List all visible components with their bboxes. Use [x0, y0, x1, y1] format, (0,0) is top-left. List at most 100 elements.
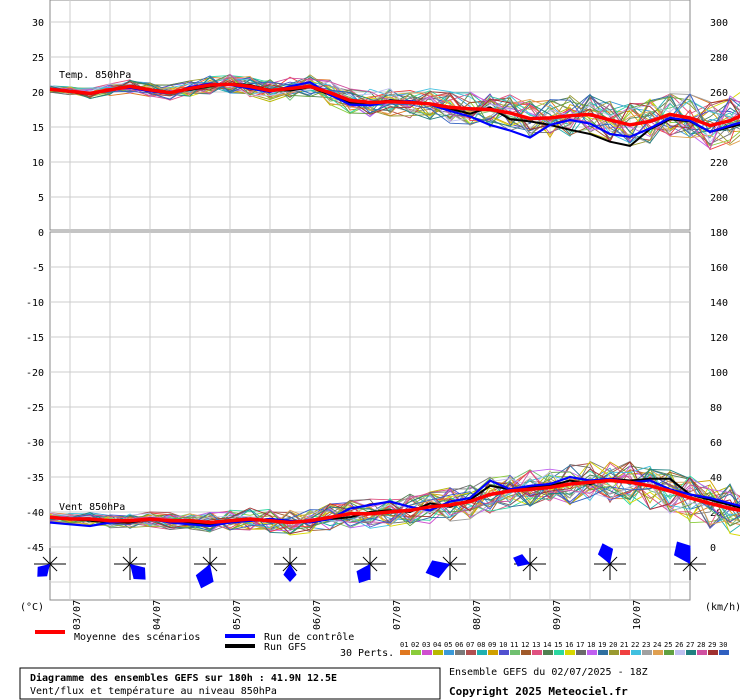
wind-perturbations [49, 460, 740, 536]
temp-mean-line [49, 82, 740, 128]
wind-rose-spoke [129, 556, 138, 565]
temperature-main-series [49, 81, 740, 147]
pert-color-swatch [477, 650, 487, 655]
legend-control-label: Run de contrôle [264, 631, 354, 643]
wind-rose-spoke [362, 556, 371, 565]
wind-rose-spoke [209, 563, 218, 572]
wind-rose-spoke [369, 556, 378, 565]
wind-rose [274, 548, 306, 582]
pert-color-swatch [642, 650, 652, 655]
left-tick-label: 15 [32, 123, 44, 134]
perturbation-legend: 01 02 03 04 05 06 07 08 09 10 11 12 13 14 15 16 17 18 19 20… [400, 641, 729, 655]
pert-color-swatch [422, 650, 432, 655]
pert-number: 29 [708, 641, 716, 649]
wind-rose [354, 548, 386, 584]
wind-pert-line [49, 469, 740, 533]
legend-perts-label: 30 Perts. [340, 648, 394, 659]
pert-color-swatch [631, 650, 641, 655]
pert-color-swatch [620, 650, 630, 655]
right-tick-label: 220 [710, 158, 728, 169]
right-tick-label: 100 [710, 368, 728, 379]
pert-color-swatch [587, 650, 597, 655]
pert-color-swatch [697, 650, 707, 655]
pert-color-swatch [598, 650, 608, 655]
wind-rose-petal [425, 560, 450, 579]
wind-rose-spoke [609, 563, 618, 572]
pert-number: 24 [653, 641, 661, 649]
right-tick-label: 260 [710, 88, 728, 99]
pert-color-swatch [565, 650, 575, 655]
left-tick-label: 30 [32, 18, 44, 29]
title-box [19, 667, 441, 700]
pert-number: 20 [609, 641, 617, 649]
wind-rose-spoke [529, 563, 538, 572]
wind-rose-spoke [522, 563, 531, 572]
left-tick-label: -10 [26, 298, 44, 309]
pert-number: 21 [620, 641, 628, 649]
temp-pert-line [49, 78, 740, 144]
wind-rose-spoke [682, 563, 691, 572]
wind-rose-petal [195, 564, 214, 589]
left-tick-label: 20 [32, 88, 44, 99]
wind-rose-petal [674, 541, 691, 564]
legend-mean-label: Moyenne des scénarios [74, 631, 200, 643]
pert-number: 11 [510, 641, 518, 649]
wind-control-line [49, 475, 740, 528]
temp-pert-line [49, 75, 740, 144]
pert-number: 17 [576, 641, 584, 649]
wind-gfs-line [49, 477, 740, 526]
date-label: 10/07 [632, 600, 643, 630]
pert-color-swatch [444, 650, 454, 655]
left-tick-label: 25 [32, 53, 44, 64]
date-axis-labels: 03/07 04/07 05/07 06/07 07/07 08/07 09/07 10/07 [72, 600, 643, 630]
date-label: 08/07 [472, 600, 483, 630]
pert-number: 19 [598, 641, 606, 649]
pert-color-swatch [433, 650, 443, 655]
left-tick-label: -20 [26, 368, 44, 379]
pert-number: 03 [422, 641, 430, 649]
pert-color-swatch [499, 650, 509, 655]
pert-color-swatch [664, 650, 674, 655]
right-tick-label: 0 [710, 543, 716, 554]
wind-rose-spoke [369, 563, 378, 572]
date-label: 05/07 [232, 600, 243, 630]
pert-color-swatch [609, 650, 619, 655]
pert-color-swatch [466, 650, 476, 655]
pert-color-swatch [543, 650, 553, 655]
wind-rose-spoke [289, 563, 298, 572]
wind-rose [674, 541, 706, 580]
wind-rose-petal [513, 554, 530, 567]
pert-color-swatch [488, 650, 498, 655]
right-tick-label: 200 [710, 193, 728, 204]
wind-roses [34, 541, 706, 589]
left-axis-ticks: 30 25 20 15 10 5 0 -5 -10 -15 -20 -25 -30 -35 -40 -45 [26, 18, 44, 554]
left-tick-label: -35 [26, 473, 44, 484]
pert-color-swatch [510, 650, 520, 655]
wind-pert-line [49, 470, 740, 536]
wind-rose-spoke [282, 563, 291, 572]
pert-color-swatch [521, 650, 531, 655]
pert-number: 02 [411, 641, 419, 649]
left-tick-label: -30 [26, 438, 44, 449]
pert-number: 16 [565, 641, 573, 649]
wind-rose [194, 548, 226, 589]
wind-rose-spoke [122, 563, 131, 572]
diagram-subtitle: Vent/flux et température au niveau 850hP… [30, 685, 277, 697]
wind-rose-spoke [49, 563, 58, 572]
wind-rose [114, 548, 146, 580]
wind-rose-spoke [449, 563, 458, 572]
wind-rose-petal [37, 564, 50, 577]
date-label: 07/07 [392, 600, 403, 630]
pert-number: 13 [532, 641, 540, 649]
legend-gfs-label: Run GFS [264, 642, 306, 653]
wind-rose-spoke [442, 556, 451, 565]
right-tick-label: 120 [710, 333, 728, 344]
pert-color-swatch [400, 650, 410, 655]
pert-color-swatch [719, 650, 729, 655]
wind-rose-spoke [122, 556, 131, 565]
pert-number: 18 [587, 641, 595, 649]
pert-number: 30 [719, 641, 727, 649]
left-tick-label: -40 [26, 508, 44, 519]
pert-color-swatch [708, 650, 718, 655]
unit-right: (km/h) [705, 602, 740, 613]
